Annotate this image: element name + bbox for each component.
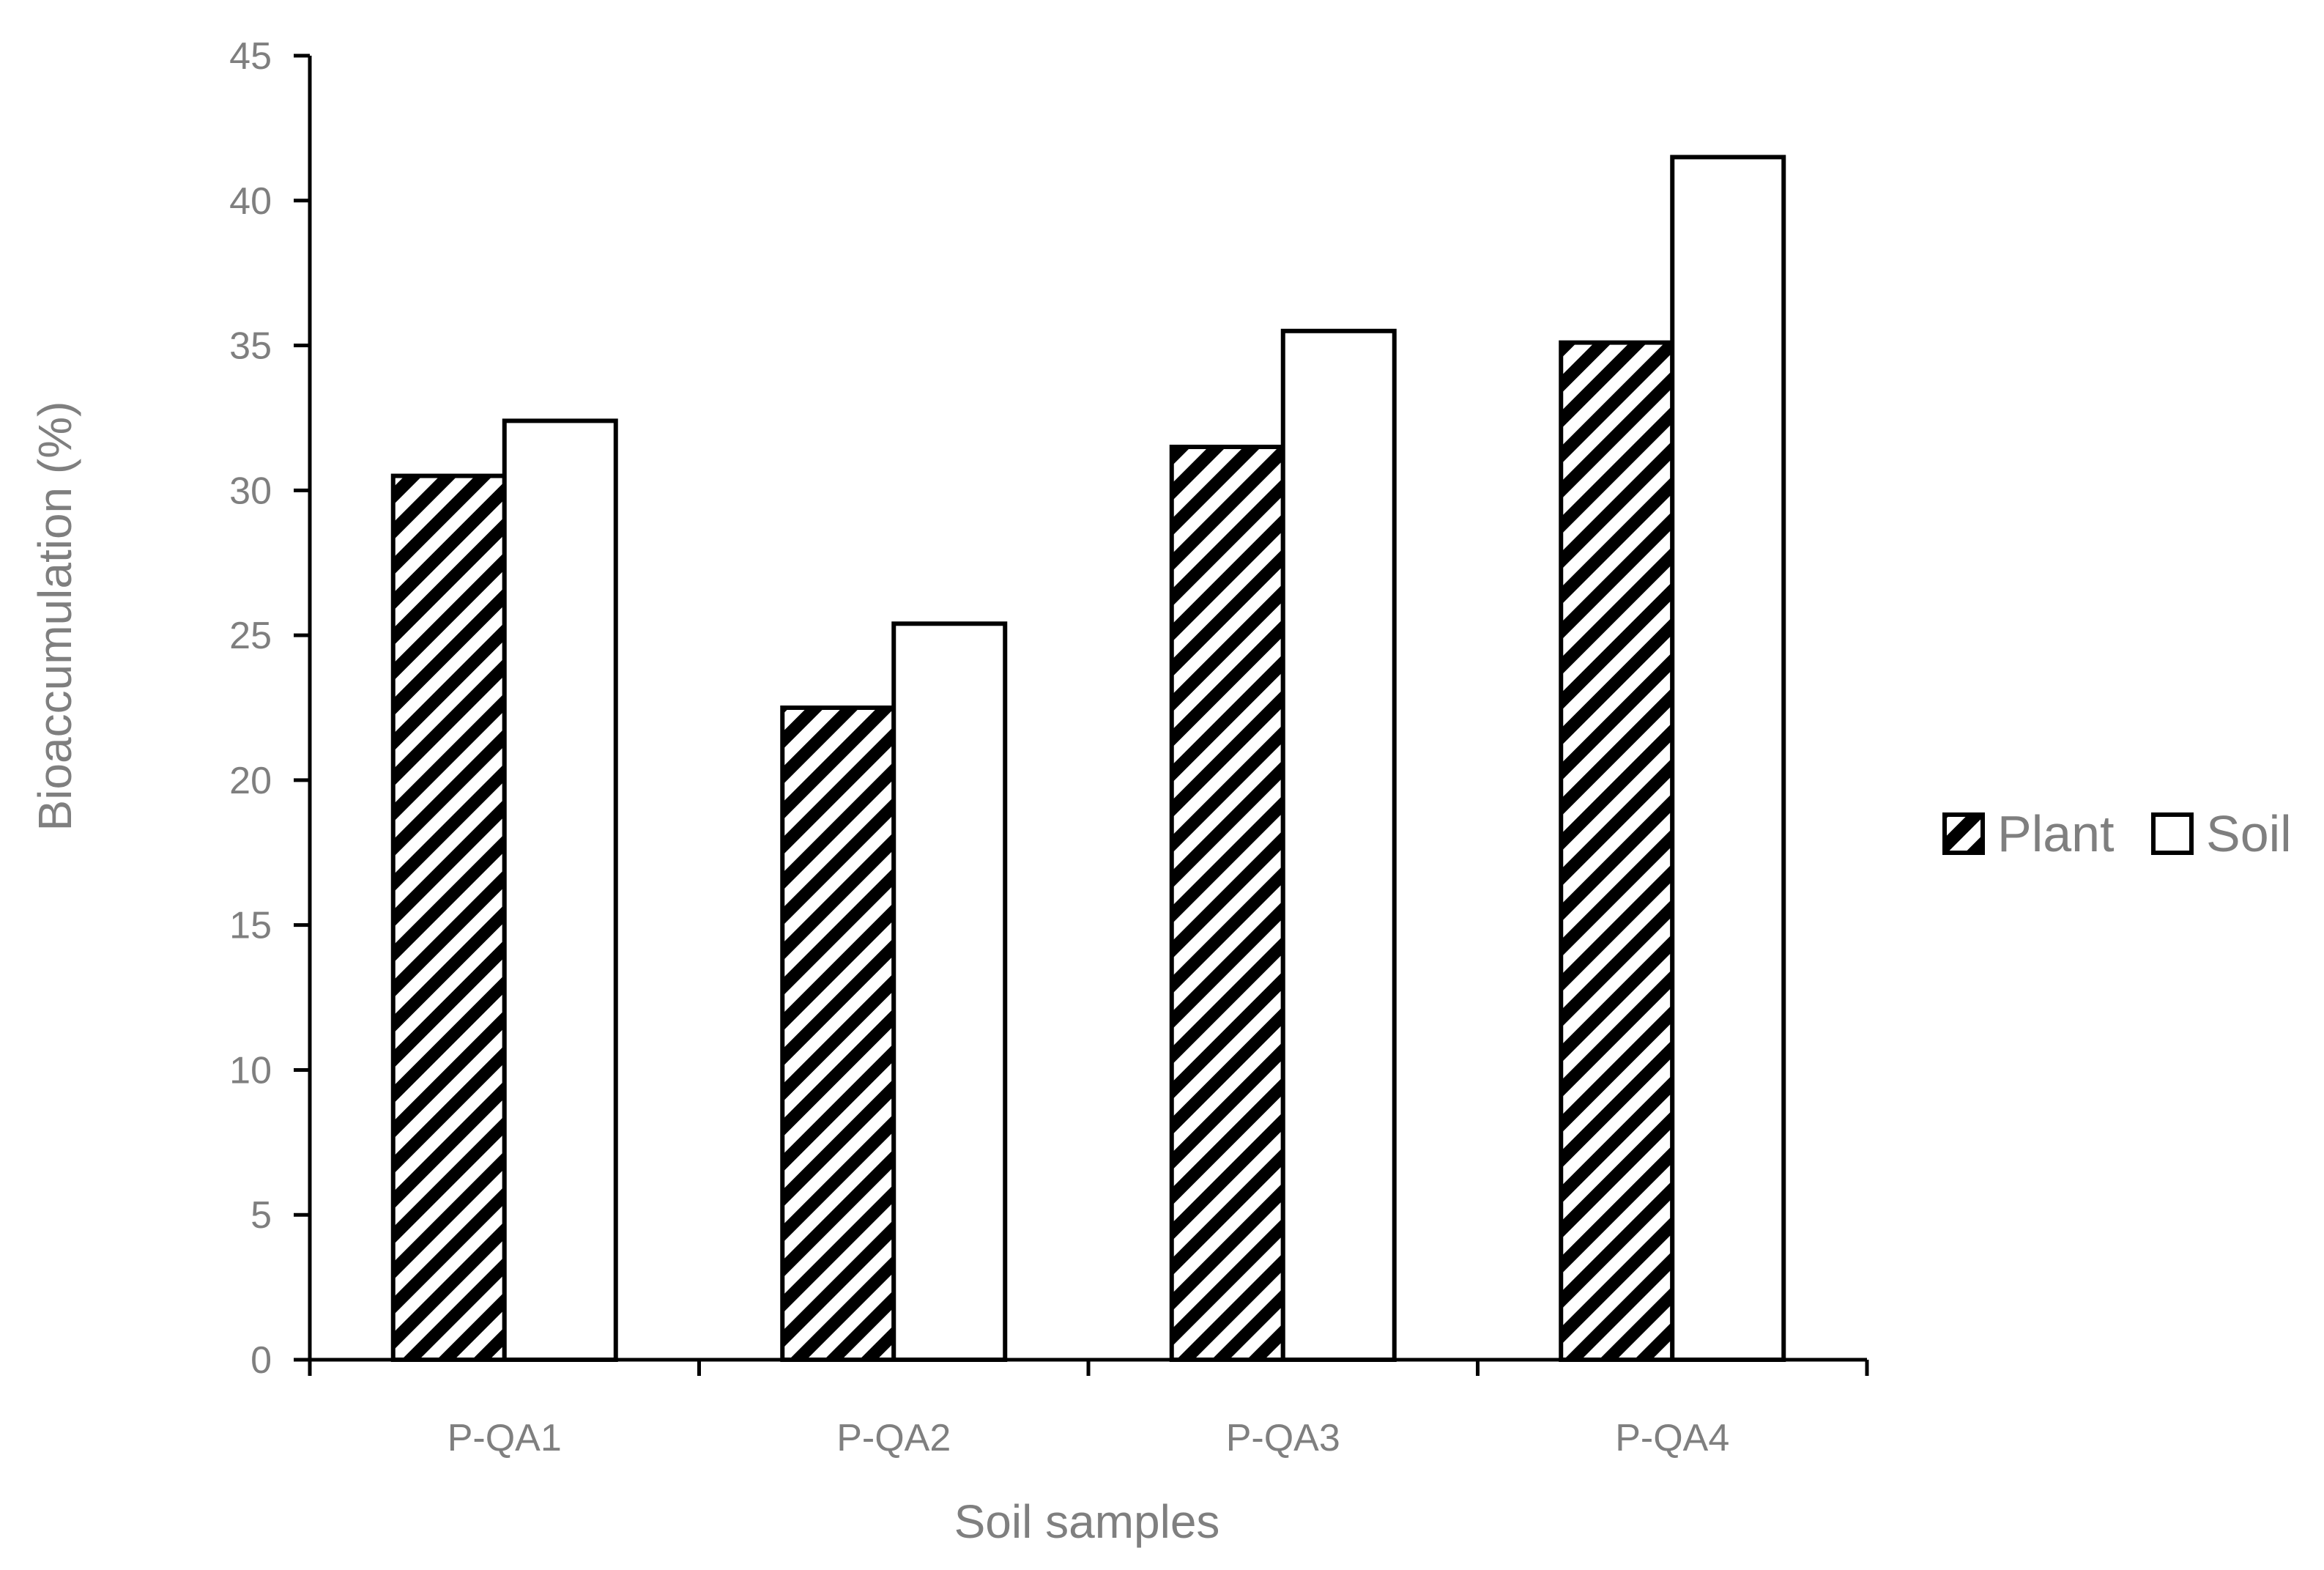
legend: Plant Soil [1942, 805, 2292, 862]
y-tick-label: 5 [250, 1194, 272, 1237]
legend-label-plant: Plant [1997, 805, 2115, 862]
y-tick-label: 30 [229, 470, 272, 512]
bar-plant-p-qa1 [390, 473, 507, 1362]
bars-layer [390, 155, 1786, 1363]
y-tick-label: 35 [229, 325, 272, 368]
x-tick-label: P-QA2 [836, 1417, 951, 1459]
y-tick-label: 40 [229, 180, 272, 223]
x-tick-label: P-QA1 [448, 1417, 562, 1459]
y-axis: 0 5 10 15 20 25 30 35 40 45 [229, 35, 312, 1382]
y-axis-title: Bioaccumulation (%) [29, 401, 81, 832]
legend-swatch-soil [2151, 812, 2194, 855]
bar-plant-p-qa3 [1169, 445, 1285, 1362]
legend-label-soil: Soil [2206, 805, 2292, 862]
x-tick-label: P-QA3 [1226, 1417, 1340, 1459]
x-axis: P-QA1 P-QA2 P-QA3 P-QA4 [308, 1358, 1869, 1459]
bar-plant-p-qa4 [1559, 340, 1675, 1363]
y-tick-label: 10 [229, 1049, 272, 1092]
bar-soil-p-qa1 [502, 418, 618, 1362]
y-tick-label: 45 [229, 35, 272, 78]
bar-soil-p-qa2 [891, 621, 1008, 1362]
x-axis-title: Soil samples [954, 1495, 1220, 1548]
bar-soil-p-qa3 [1280, 328, 1397, 1362]
y-tick-label: 0 [250, 1339, 272, 1382]
x-tick-label: P-QA4 [1615, 1417, 1729, 1459]
y-tick-label: 20 [229, 760, 272, 802]
bar-plant-p-qa2 [780, 706, 896, 1362]
y-tick-label: 15 [229, 905, 272, 947]
legend-swatch-plant [1942, 812, 1985, 855]
y-tick-label: 25 [229, 615, 272, 657]
bar-soil-p-qa4 [1670, 155, 1786, 1362]
